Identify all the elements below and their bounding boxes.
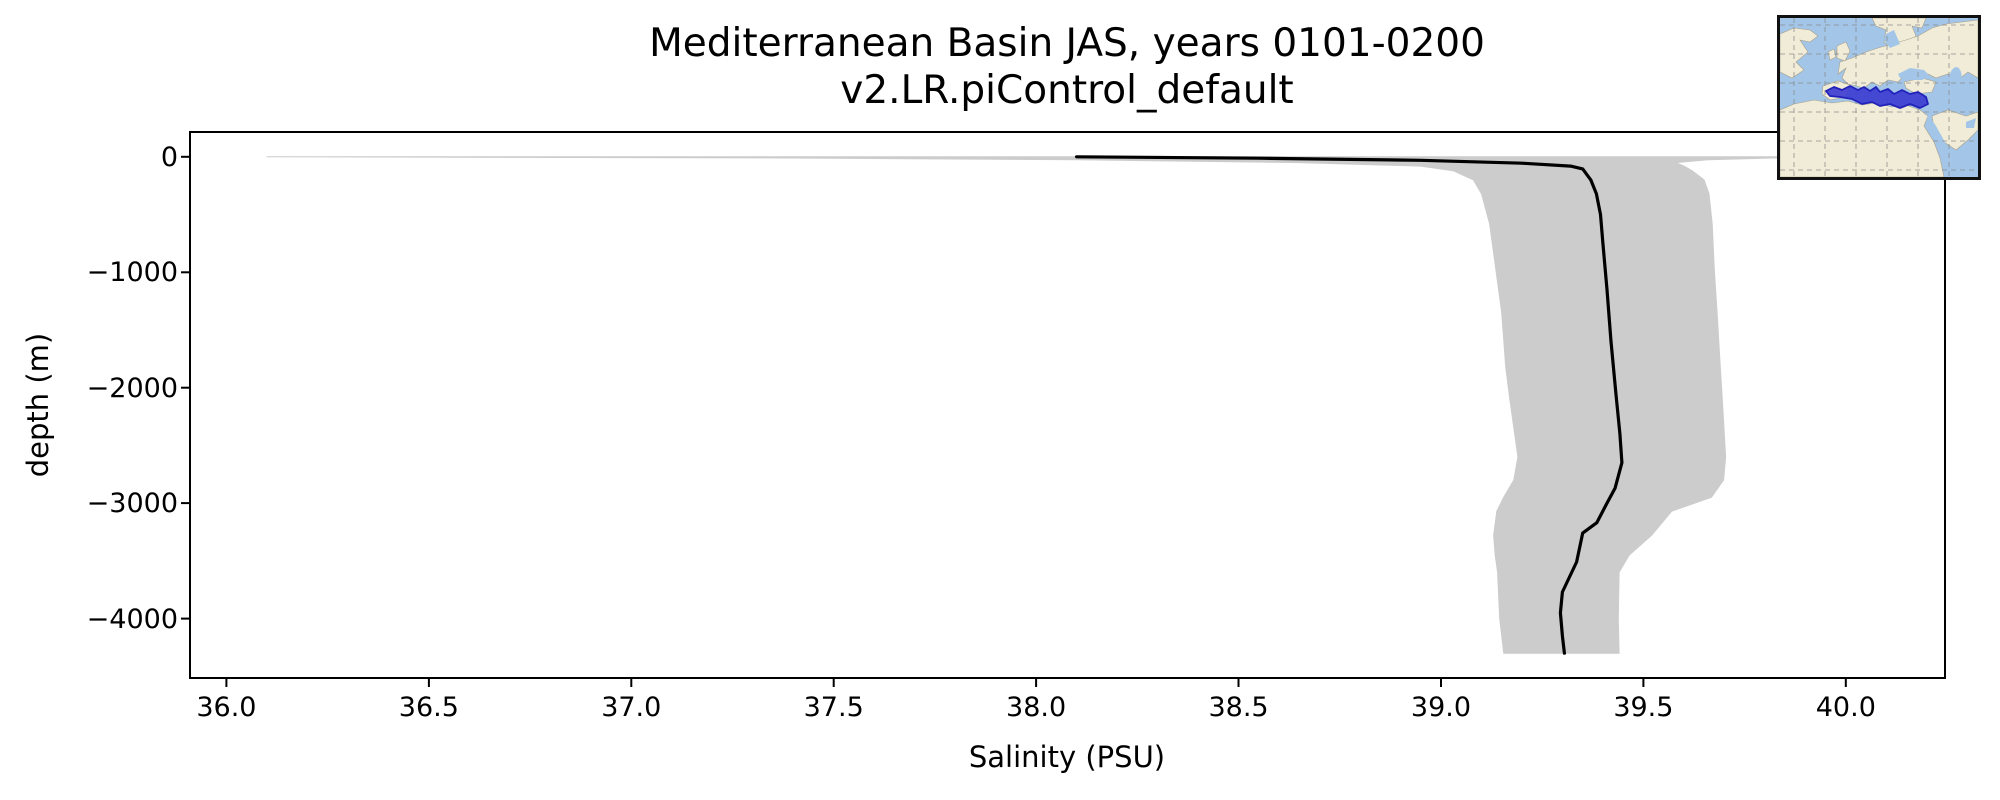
map-landmasses: [1779, 17, 1979, 178]
map-baltic-sea: [1884, 30, 1900, 48]
map-inland-seas: [1884, 30, 1976, 146]
chart-title: Mediterranean Basin JAS, years 0101-0200…: [649, 20, 1485, 114]
x-tick-label: 38.0: [1006, 692, 1067, 723]
x-tick-label: 38.5: [1208, 692, 1269, 723]
y-tick-label: −1000: [86, 257, 178, 289]
x-axis-label: Salinity (PSU): [968, 740, 1166, 774]
chart-title-line2: v2.LR.piControl_default: [840, 68, 1294, 113]
axes-spines: [189, 131, 1946, 679]
y-tick-label: −4000: [86, 603, 178, 635]
map-graticule: [1780, 18, 1978, 177]
map-land-ireland: [1827, 48, 1837, 61]
map-land-africa: [1779, 99, 1945, 178]
y-tick-label: 0: [160, 141, 178, 173]
x-tick-label: 36.0: [196, 692, 257, 723]
y-axis-label: depth (m): [21, 332, 55, 478]
mean-profile-line: [1074, 155, 1624, 655]
x-tick-label: 39.5: [1613, 692, 1674, 723]
x-tick-label: 40.0: [1815, 692, 1876, 723]
map-black-sea: [1898, 68, 1930, 80]
inset-map: [1777, 15, 1981, 180]
map-persian-gulf: [1966, 118, 1976, 128]
map-land-britain: [1836, 41, 1851, 62]
x-tick-label: 36.5: [398, 692, 459, 723]
x-tick-label: 37.5: [803, 692, 864, 723]
x-tick-label: 37.0: [601, 692, 662, 723]
x-tick-label: 39.0: [1410, 692, 1472, 723]
map-red-sea: [1926, 114, 1946, 146]
y-tick-label: −2000: [86, 372, 178, 404]
minmax-envelope: [266, 156, 1867, 654]
map-land-greenland: [1779, 27, 1819, 79]
y-tick-label: −3000: [86, 488, 178, 520]
mediterranean-region-highlight: [1825, 85, 1929, 109]
chart-title-line1: Mediterranean Basin JAS, years 0101-0200: [649, 21, 1485, 66]
map-caspian-sea: [1948, 67, 1962, 93]
